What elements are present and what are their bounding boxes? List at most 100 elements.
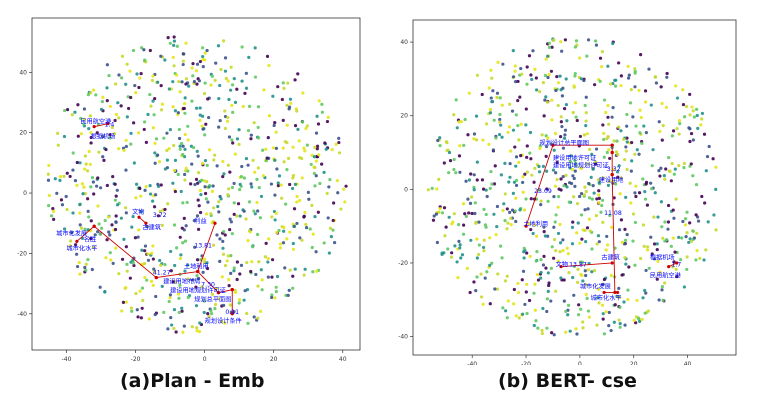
right-scatter-point	[627, 73, 631, 77]
right-scatter-point	[467, 91, 471, 95]
left-scatter-point	[240, 79, 244, 83]
left-scatter-point	[247, 200, 252, 204]
left-annotation-label: 名胜	[84, 235, 96, 243]
right-scatter-point	[613, 78, 617, 82]
left-scatter-point	[230, 103, 234, 108]
right-scatter-point	[668, 169, 672, 173]
right-scatter-point	[619, 218, 624, 222]
right-scatter-point	[623, 227, 627, 231]
left-scatter-point	[77, 260, 81, 265]
left-scatter-point	[177, 310, 181, 315]
right-scatter-point	[506, 130, 510, 135]
left-scatter-point	[270, 258, 275, 262]
right-scatter-point	[597, 189, 601, 193]
right-plot-frame	[412, 19, 737, 356]
left-scatter-point	[307, 197, 311, 201]
right-scatter-point	[450, 251, 454, 255]
right-scatter-point	[513, 69, 517, 73]
right-scatter-point	[645, 203, 650, 207]
right-scatter-point	[572, 176, 576, 181]
left-scatter-point	[309, 162, 313, 167]
right-scatter-chart: -40 -20 0 20 40-40-2002040规划设计总平面图建设用地许可证建设用…	[398, 19, 737, 365]
right-scatter-point	[570, 225, 575, 229]
left-scatter-point	[210, 189, 214, 193]
right-scatter-point	[537, 164, 541, 169]
right-scatter-point	[573, 74, 577, 78]
right-point-cloud	[426, 37, 718, 337]
left-scatter-point	[125, 269, 129, 273]
left-scatter-point	[46, 204, 51, 208]
right-x-tick-label: -40	[467, 361, 477, 365]
right-scatter-point	[598, 56, 603, 60]
right-scatter-point	[634, 315, 638, 319]
right-scatter-point	[531, 231, 535, 236]
left-scatter-point	[231, 110, 235, 114]
left-scatter-point	[140, 306, 144, 310]
left-scatter-point	[86, 197, 90, 201]
right-scatter-point	[505, 207, 509, 211]
right-scatter-point	[501, 62, 505, 66]
left-scatter-point	[223, 321, 227, 325]
right-annotation-label: 11.08	[604, 210, 622, 217]
right-scatter-point	[511, 49, 515, 53]
left-scatter-point	[105, 99, 109, 103]
left-scatter-point	[84, 162, 88, 166]
right-scatter-point	[588, 147, 592, 152]
right-scatter-point	[498, 96, 502, 100]
left-scatter-point	[235, 87, 239, 91]
left-scatter-point	[192, 218, 196, 223]
right-scatter-point	[672, 216, 676, 220]
left-scatter-point	[117, 73, 121, 77]
right-scatter-point	[499, 244, 503, 248]
left-scatter-point	[323, 141, 327, 145]
right-scatter-point	[489, 68, 493, 72]
left-scatter-point	[167, 87, 171, 91]
right-scatter-point	[688, 139, 692, 144]
left-scatter-point	[104, 147, 108, 152]
left-scatter-point	[238, 214, 242, 218]
right-scatter-point	[568, 160, 573, 164]
left-scatter-point	[80, 182, 85, 186]
right-scatter-point	[579, 272, 583, 277]
left-scatter-point	[177, 136, 182, 141]
left-scatter-point	[168, 128, 172, 132]
right-scatter-point	[574, 163, 578, 168]
right-scatter-point	[547, 283, 551, 288]
left-scatter-point	[103, 290, 107, 294]
left-scatter-point	[214, 61, 218, 65]
left-scatter-point	[124, 285, 128, 290]
left-scatter-point	[201, 270, 205, 274]
right-scatter-point	[597, 181, 601, 185]
left-scatter-point	[110, 223, 114, 227]
left-scatter-point	[249, 182, 253, 186]
right-scatter-point	[473, 201, 477, 205]
left-scatter-point	[286, 81, 290, 85]
left-scatter-point	[180, 80, 184, 84]
left-scatter-point	[223, 263, 228, 268]
left-scatter-point	[130, 225, 134, 229]
right-scatter-point	[505, 316, 509, 320]
right-scatter-point	[549, 266, 553, 270]
left-scatter-point	[223, 69, 228, 73]
left-scatter-point	[302, 146, 306, 150]
right-scatter-point	[567, 270, 571, 275]
left-scatter-point	[125, 115, 129, 119]
left-scatter-point	[163, 167, 167, 171]
left-scatter-point	[82, 117, 86, 121]
left-scatter-point	[163, 263, 167, 267]
left-y-tick-label: 20	[19, 130, 27, 137]
right-scatter-point	[614, 182, 618, 186]
left-scatter-point	[344, 184, 348, 188]
right-x-tick-label: 0	[578, 361, 582, 365]
left-scatter-point	[210, 292, 215, 296]
left-scatter-point	[82, 122, 86, 126]
right-scatter-point	[585, 226, 590, 230]
right-scatter-point	[700, 194, 704, 199]
right-scatter-point	[582, 133, 586, 137]
left-scatter-point	[201, 65, 205, 69]
right-scatter-point	[545, 297, 550, 301]
left-scatter-point	[139, 210, 143, 214]
right-link-endpoint	[610, 150, 614, 155]
right-scatter-point	[460, 253, 465, 257]
right-scatter-point	[456, 276, 460, 280]
